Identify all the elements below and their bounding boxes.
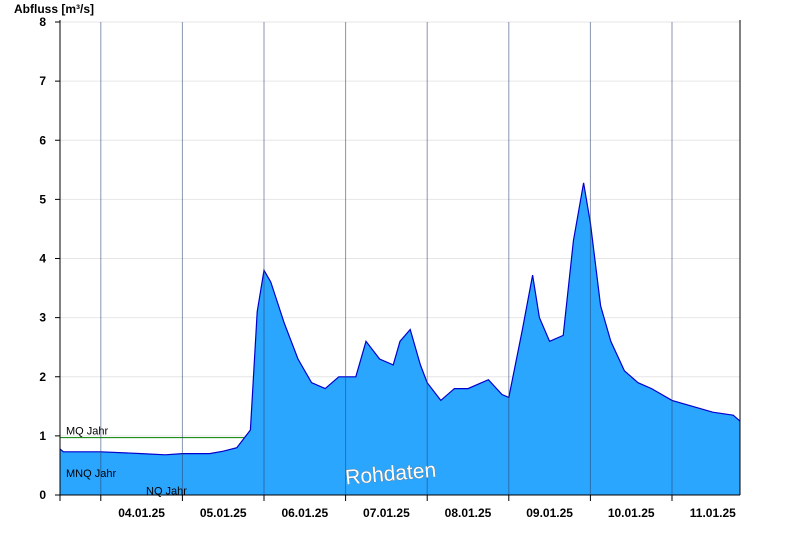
y-tick-label: 6 xyxy=(39,133,46,147)
y-ticks: 0 1 2 3 4 5 6 7 8 xyxy=(39,15,60,502)
reference-label: NQ Jahr xyxy=(146,486,187,498)
day-separator-lines xyxy=(100,22,673,495)
x-tick-label: 10.01.25 xyxy=(608,506,655,520)
y-tick-label: 2 xyxy=(39,370,46,384)
y-tick-label: 8 xyxy=(39,15,46,29)
y-tick-label: 0 xyxy=(39,488,46,502)
x-tick-label: 04.01.25 xyxy=(118,506,165,520)
grid-lines xyxy=(60,21,740,437)
discharge-line xyxy=(59,182,741,456)
x-tick-label: 05.01.25 xyxy=(200,506,247,520)
y-tick-label: 1 xyxy=(39,429,46,443)
discharge-area xyxy=(60,182,740,496)
y-tick-label: 7 xyxy=(39,74,46,88)
x-tick-label: 09.01.25 xyxy=(526,506,573,520)
x-ticks: 04.01.25 05.01.25 06.01.25 07.01.25 08.01.25… xyxy=(59,495,736,520)
y-tick-label: 4 xyxy=(39,252,46,266)
axes xyxy=(59,20,741,496)
x-tick-label: 07.01.25 xyxy=(363,506,410,520)
x-tick-label: 11.01.25 xyxy=(690,506,736,520)
y-tick-label: 5 xyxy=(39,192,46,206)
reference-label: MQ Jahr xyxy=(66,426,109,438)
reference-label: MNQ Jahr xyxy=(66,468,116,480)
y-axis-label: Abfluss [m³/s] xyxy=(14,2,94,16)
x-tick-label: 08.01.25 xyxy=(445,506,492,520)
x-tick-label: 06.01.25 xyxy=(281,506,328,520)
y-tick-label: 3 xyxy=(39,311,46,325)
